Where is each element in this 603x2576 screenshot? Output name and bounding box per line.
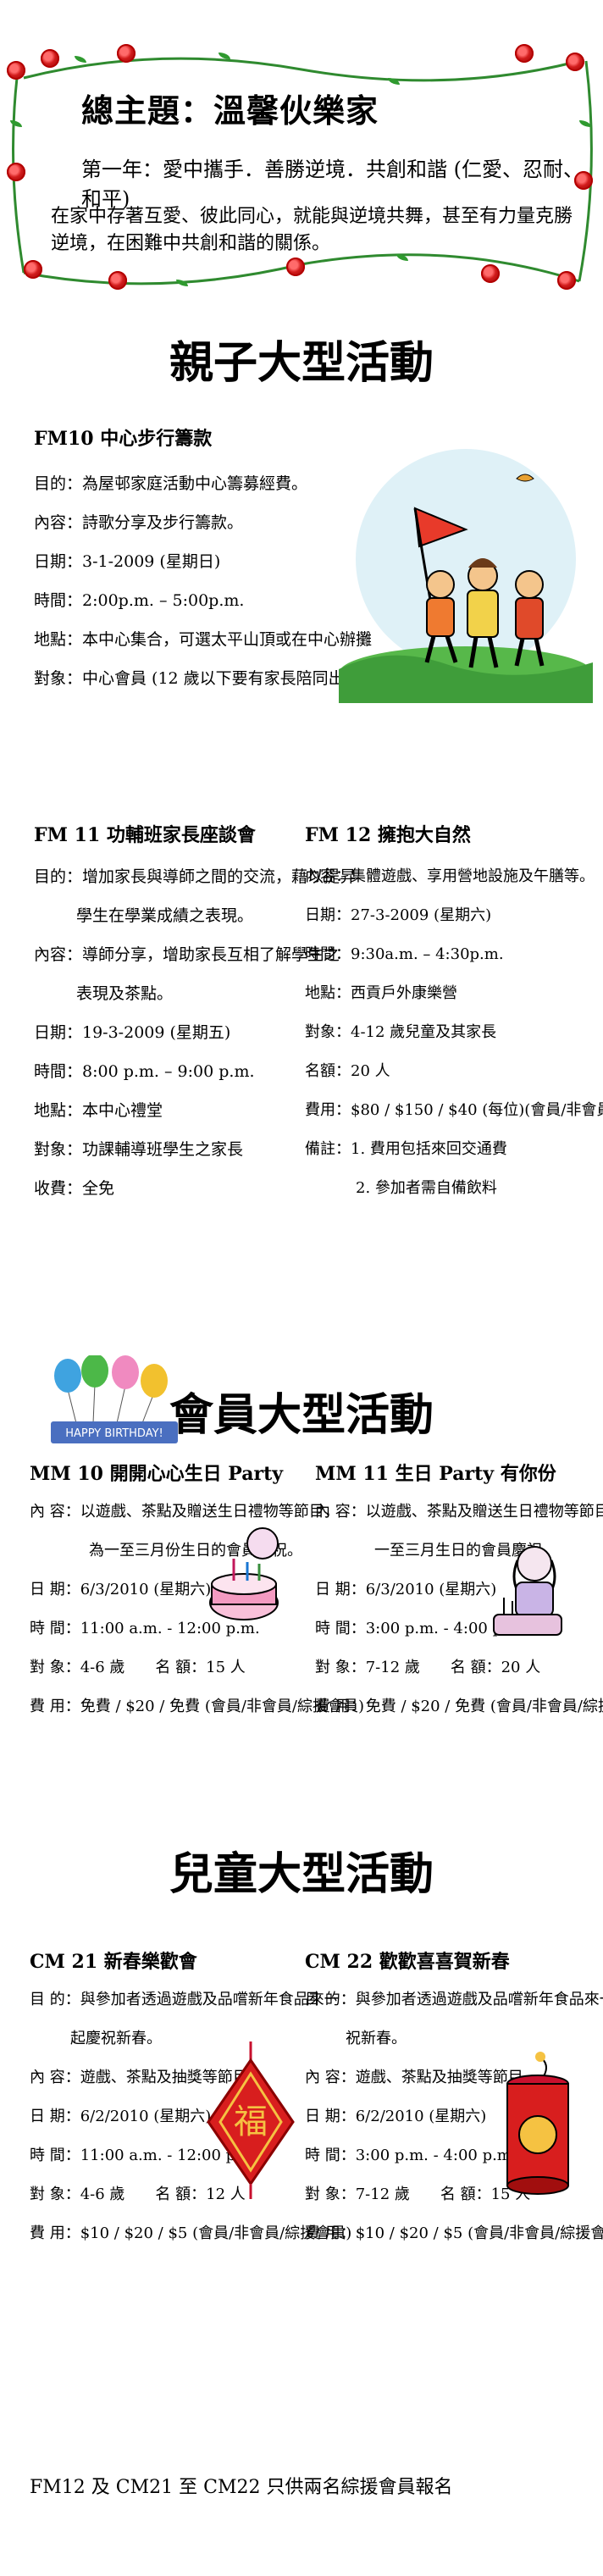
birthday-balloons-illustration: HAPPY BIRTHDAY!: [51, 1355, 178, 1443]
section-title-member: 會員大型活動: [169, 1389, 434, 1441]
mm10-heading: MM 10 開開心心生日 Party: [30, 1463, 284, 1485]
rose-icon: [108, 271, 127, 290]
cm22-line: 祝新春。: [346, 2030, 407, 2047]
fm10-line: 對象：中心會員 (12 歲以下要有家長陪同出席): [34, 669, 368, 688]
rose-icon: [41, 49, 59, 68]
footer-note: FM12 及 CM21 至 CM22 只供兩名綜援會員報名: [30, 2477, 453, 2498]
mm10-line: 時 間：11:00 a.m. - 12:00 p.m.: [30, 1620, 260, 1637]
family-walking-illustration: [339, 449, 593, 703]
rose-icon: [7, 163, 25, 181]
rose-icon: [515, 44, 534, 63]
rose-icon: [566, 53, 584, 71]
fm11-heading: FM 11 功輔班家長座談會: [34, 824, 256, 846]
fm12-line: 日期：27-3-2009 (星期六): [305, 906, 492, 924]
cm21-line: 對 象：4-6 歲 名 額：12 人: [30, 2185, 246, 2203]
leaf-icon: [176, 280, 188, 286]
cm22-heading: CM 22 歡歡喜喜賀新春: [305, 1951, 510, 1973]
fm10-heading: FM10 中心步行籌款: [34, 428, 213, 450]
fm10-line: 時間：2:00p.m. – 5:00p.m.: [34, 591, 245, 610]
cm22-line: 費 用：$10 / $20 / $5 (會員/非會員/綜援會員): [305, 2224, 603, 2242]
fm11-line: 內容：導師分享，增助家長互相了解學生之: [34, 945, 340, 964]
fm11-line: 時間：8:00 p.m. – 9:00 p.m.: [34, 1062, 255, 1081]
section-title-children: 兒童大型活動: [169, 1848, 434, 1900]
leaf-icon: [579, 120, 591, 127]
fm11-line: 學生在學業成績之表現。: [76, 906, 254, 925]
fm10-line: 目的：為屋邨家庭活動中心籌募經費。: [34, 474, 308, 493]
rose-icon: [557, 271, 576, 290]
fu-character: 福: [234, 2102, 268, 2141]
section-title-family: 親子大型活動: [169, 337, 434, 389]
mm11-line: 費 用：免費 / $20 / 免費 (會員/非會員/綜援會員): [315, 1698, 603, 1715]
mm10-details: 內 容：以遊戲、茶點及贈送生日禮物等節目， 為一至三月份生日的會員慶祝。 日 期…: [30, 1493, 364, 1726]
fm11-line: 對象：功課輔導班學生之家長: [34, 1140, 244, 1159]
birthday-cake-icon: [209, 1527, 279, 1620]
fm11-details: 目的：增加家長與導師之間的交流，藉以提昇 學生在學業成績之表現。 內容：導師分享…: [34, 857, 356, 1208]
cm21-line: 費 用：$10 / $20 / $5 (會員/非會員/綜援會員): [30, 2224, 352, 2242]
cm21-line: 日 期：6/2/2010 (星期六): [30, 2108, 212, 2125]
mm11-details: 內 容：以遊戲、茶點及贈送生日禮物等節目，為 一至三月生日的會員慶祝。 日 期：…: [315, 1493, 603, 1726]
mm10-line: 對 象：4-6 歲 名 額：15 人: [30, 1659, 246, 1676]
mm11-line: 日 期：6/3/2010 (星期六): [315, 1581, 497, 1598]
fm11-line: 日期：19-3-2009 (星期五): [34, 1023, 231, 1042]
leaf-icon: [396, 254, 408, 261]
birthday-banner-text: HAPPY BIRTHDAY!: [65, 1427, 163, 1440]
cm21-heading: CM 21 新春樂歡會: [30, 1951, 197, 1973]
cm22-line: 對 象：7-12 歲 名 額：15 人: [305, 2185, 531, 2203]
party-girl-icon: [493, 1546, 562, 1636]
fm11-line: 地點：本中心禮堂: [34, 1101, 163, 1120]
leaf-icon: [75, 56, 86, 63]
cm22-line: 日 期：6/2/2010 (星期六): [305, 2108, 487, 2125]
cm21-line: 時 間：11:00 a.m. - 12:00 p.m.: [30, 2147, 260, 2164]
rose-icon: [117, 44, 136, 63]
year-subtitle: 第一年：愛中攜手．善勝逆境．共創和諧 (仁愛、忍耐、和平): [81, 158, 584, 211]
fm10-line: 日期：3-1-2009 (星期日): [34, 552, 221, 571]
fm10-details: 目的：為屋邨家庭活動中心籌募經費。 內容：詩歌分享及步行籌款。 日期：3-1-2…: [34, 464, 372, 698]
cm21-details: 目 的：與參加者透過遊戲及品嚐新年食品來一 起慶祝新春。 內 容：遊戲、茶點及抽…: [30, 1980, 351, 2253]
fm12-heading: FM 12 擁抱大自然: [305, 824, 471, 846]
cm22-line: 時 間：3:00 p.m. - 4:00 p.m.: [305, 2147, 517, 2164]
fm12-line: 費用：$80 / $150 / $40 (每位)(會員/非會員/綜援會員): [305, 1101, 603, 1119]
fm12-line: 對象：4-12 歲兒童及其家長: [305, 1023, 497, 1041]
mm11-line: 內 容：以遊戲、茶點及贈送生日禮物等節目，為: [315, 1503, 603, 1521]
mm10-line: 為一至三月份生日的會員慶祝。: [89, 1542, 302, 1559]
fm10-line: 地點：本中心集合，可選太平山頂或在中心辦攤: [34, 630, 373, 649]
fm12-line: 名額：20 人: [305, 1062, 390, 1080]
mm11-line: 時 間：3:00 p.m. - 4:00 p.m.: [315, 1620, 527, 1637]
fm12-details: 內容：集體遊戲、享用營地設施及午膳等。 日期：27-3-2009 (星期六) 時…: [305, 857, 603, 1208]
cm21-line: 目 的：與參加者透過遊戲及品嚐新年食品來一: [30, 1991, 340, 2008]
rose-icon: [7, 61, 25, 80]
fm11-line: 目的：增加家長與導師之間的交流，藉以提昇: [34, 867, 357, 886]
fm10-line: 內容：詩歌分享及步行籌款。: [34, 513, 244, 532]
leaf-icon: [10, 120, 22, 127]
mm11-line: 對 象：7-12 歲 名 額：20 人: [315, 1659, 541, 1676]
fm12-line: 地點：西貢戶外康樂營: [305, 984, 457, 1002]
leaf-icon: [219, 53, 230, 59]
mm10-line: 費 用：免費 / $20 / 免費 (會員/非會員/綜援會員): [30, 1698, 364, 1715]
mm10-line: 日 期：6/3/2010 (星期六): [30, 1581, 212, 1598]
rose-icon: [574, 171, 593, 190]
fm11-line: 表現及茶點。: [76, 984, 174, 1003]
theme-banner: 總主題：溫馨伙樂家 第一年：愛中攜手．善勝逆境．共創和諧 (仁愛、忍耐、和平) …: [7, 44, 596, 298]
rose-icon: [24, 260, 42, 279]
mm11-line: 一至三月生日的會員慶祝。: [374, 1542, 557, 1559]
mm11-heading: MM 11 生日 Party 有你份: [315, 1463, 556, 1485]
cm22-line: 內 容：遊戲、茶點及抽獎等節目。: [305, 2069, 539, 2086]
fm11-line: 收費：全免: [34, 1179, 115, 1198]
fm12-line: 備註：1. 費用包括來回交通費: [305, 1140, 507, 1158]
fm12-line: 內容：集體遊戲、享用營地設施及午膳等。: [305, 867, 595, 885]
mm10-line: 內 容：以遊戲、茶點及贈送生日禮物等節目，: [30, 1503, 340, 1521]
rose-icon: [286, 258, 305, 276]
leaf-icon: [388, 78, 400, 85]
fm12-line: 2. 參加者需自備飲料: [356, 1179, 497, 1197]
fu-character-decoration: 福: [207, 2041, 295, 2199]
theme-title: 總主題：溫馨伙樂家: [81, 91, 379, 130]
cm21-line: 起慶祝新春。: [70, 2030, 162, 2047]
cm21-line: 內 容：遊戲、茶點及抽獎等節目。: [30, 2069, 263, 2086]
rose-icon: [481, 264, 500, 283]
firecracker-icon: [506, 2052, 569, 2195]
fm12-line: 時間：9:30a.m. – 4:30p.m.: [305, 945, 504, 963]
theme-description: 在家中存著互愛、彼此同心，就能與逆境共舞，甚至有力量克勝逆境，在困難中共創和諧的…: [51, 206, 573, 254]
